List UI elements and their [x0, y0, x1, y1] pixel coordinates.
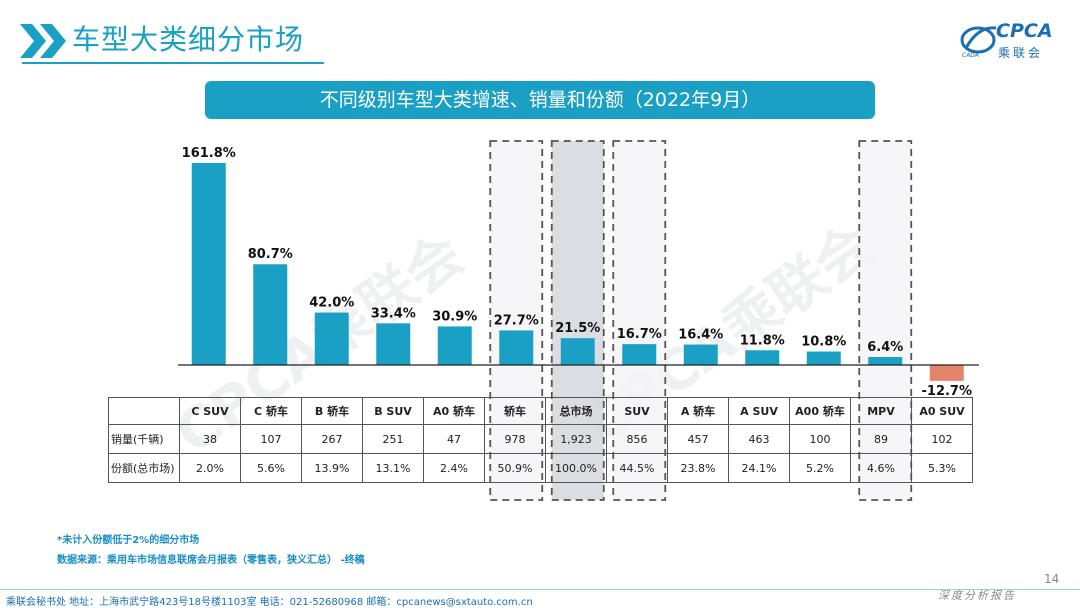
data-label: -12.7% [922, 384, 973, 399]
data-label: 42.0% [309, 296, 354, 311]
bar [806, 351, 841, 365]
table-cell: 5.2% [789, 453, 851, 483]
table-cell: 13.1% [362, 453, 424, 483]
table-cell: A SUV [728, 397, 790, 425]
bar [745, 350, 780, 365]
table-cell: 978 [484, 424, 546, 454]
table-cell: 50.9% [484, 453, 546, 483]
footer-tag: 深度分析报告 [938, 589, 1016, 602]
table-cell: 107 [240, 424, 302, 454]
table-cell: A0 轿车 [423, 397, 485, 425]
table-cell: 267 [301, 424, 363, 454]
table-cell: 5.3% [911, 453, 973, 483]
table-cell: 5.6% [240, 453, 302, 483]
data-label: 16.4% [678, 328, 723, 343]
table-cell: 轿车 [484, 397, 546, 425]
table-cell: B 轿车 [301, 397, 363, 425]
bar [868, 357, 903, 365]
table-cell: MPV [850, 397, 912, 425]
data-label: 21.5% [555, 321, 600, 336]
row-label: 份额(总市场) [108, 453, 180, 483]
data-label: 33.4% [371, 306, 416, 321]
footer-divider [0, 589, 1080, 590]
table-cell: A0 SUV [911, 397, 973, 425]
table-cell: 102 [911, 424, 973, 454]
data-label: 30.9% [432, 309, 477, 324]
title-underline [22, 62, 324, 64]
bar [622, 344, 657, 365]
table-cell: 13.9% [301, 453, 363, 483]
bar [376, 323, 411, 365]
data-table: C SUV C 轿车 B 轿车 B SUV A0 轿车 轿车 总市场 SUV A 轿车 A SUV… [108, 397, 973, 483]
table-row: C SUV C 轿车 B 轿车 B SUV A0 轿车 轿车 总市场 SUV A 轿车 A SUV… [108, 397, 973, 425]
table-cell: A00 轿车 [789, 397, 851, 425]
double-chevron-icon [20, 24, 66, 58]
table-cell: A 轿车 [667, 397, 729, 425]
table-cell: 89 [850, 424, 912, 454]
table-row: 销量(千辆) 38 107 267 251 47 978 1,923 856 457 463 100 8… [108, 424, 973, 454]
table-cell: 1,923 [545, 424, 607, 454]
table-cell: SUV [606, 397, 668, 425]
table-cell: 4.6% [850, 453, 912, 483]
table-cell: 24.1% [728, 453, 790, 483]
data-label: 11.8% [740, 333, 785, 348]
row-label [108, 397, 180, 425]
footnote-share: *未计入份额低于2%的细分市场 [57, 535, 200, 546]
data-label: 16.7% [617, 327, 662, 342]
table-cell: 251 [362, 424, 424, 454]
chart-title-banner: 不同级别车型大类增速、销量和份额（2022年9月） [205, 81, 875, 119]
bar [253, 264, 288, 365]
table-cell: 23.8% [667, 453, 729, 483]
bar [191, 163, 226, 365]
page-number: 14 [1044, 572, 1060, 586]
table-row: 份额(总市场) 2.0% 5.6% 13.9% 13.1% 2.4% 50.9% 100.0%… [108, 453, 973, 483]
table-cell: C SUV [179, 397, 241, 425]
table-cell: 2.4% [423, 453, 485, 483]
table-cell: 2.0% [179, 453, 241, 483]
logo-cn-text: 乘联会 [998, 46, 1044, 60]
table-cell: C 轿车 [240, 397, 302, 425]
table-cell: 463 [728, 424, 790, 454]
table-cell: 44.5% [606, 453, 668, 483]
table-cell: 总市场 [545, 397, 607, 425]
table-cell: 856 [606, 424, 668, 454]
bar [314, 312, 349, 365]
bar [929, 365, 964, 381]
bar [499, 330, 534, 365]
data-label: 6.4% [867, 340, 903, 355]
table-cell: B SUV [362, 397, 424, 425]
data-label: 10.8% [801, 335, 846, 350]
table-cell: 38 [179, 424, 241, 454]
footer-contact: 乘联会秘书处 地址：上海市武宁路423号18号楼1103室 电话：021-526… [6, 597, 533, 608]
data-label: 80.7% [248, 247, 293, 262]
table-cell: 457 [667, 424, 729, 454]
logo-small-text: CADA [962, 52, 980, 59]
cpca-logo-icon [960, 26, 997, 54]
bar [683, 344, 718, 365]
logo-text: CPCA [996, 20, 1053, 42]
bar [437, 326, 472, 365]
table-cell: 100.0% [545, 453, 607, 483]
table-cell: 100 [789, 424, 851, 454]
page-title: 车型大类细分市场 [72, 23, 305, 56]
footnote-source: 数据来源：乘用车市场信息联席会月报表（零售表，狭义汇总） -终稿 [57, 555, 365, 566]
row-label: 销量(千辆) [108, 424, 180, 454]
table-cell: 47 [423, 424, 485, 454]
bar [560, 338, 595, 365]
data-label: 27.7% [494, 313, 539, 328]
data-label: 161.8% [182, 146, 236, 161]
